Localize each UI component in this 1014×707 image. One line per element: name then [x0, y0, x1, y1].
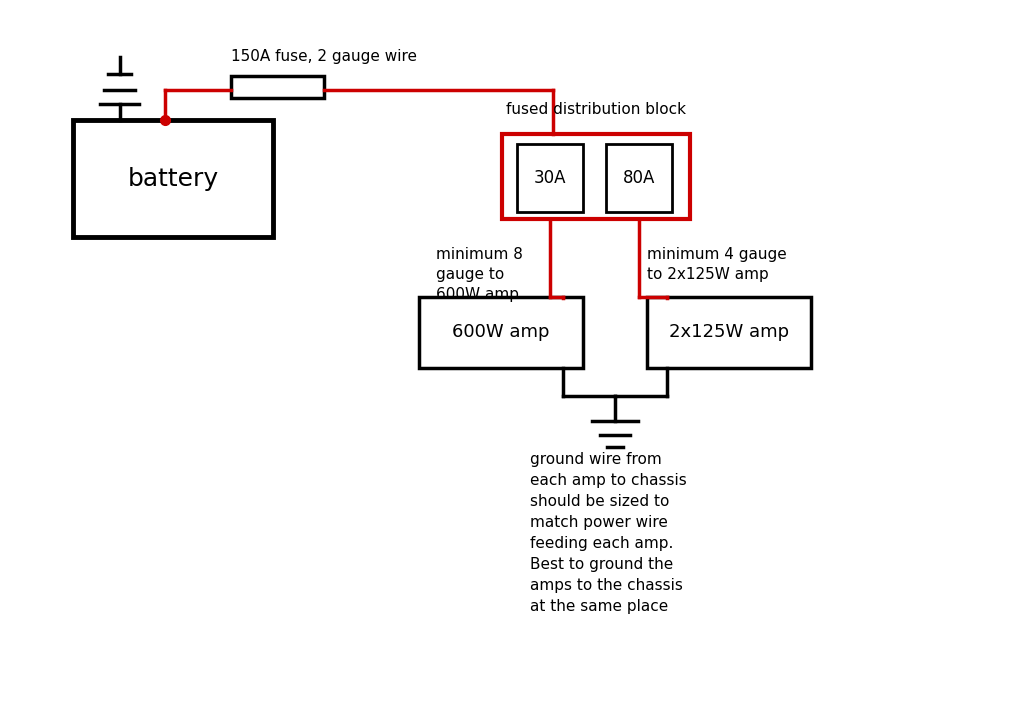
Text: minimum 4 gauge
to 2x125W amp: minimum 4 gauge to 2x125W amp: [647, 247, 787, 282]
Text: 600W amp: 600W amp: [452, 323, 550, 341]
Text: 80A: 80A: [624, 169, 655, 187]
Text: minimum 8
gauge to
600W amp: minimum 8 gauge to 600W amp: [436, 247, 523, 302]
Text: fused distribution block: fused distribution block: [506, 102, 685, 117]
FancyBboxPatch shape: [647, 297, 811, 368]
Text: 150A fuse, 2 gauge wire: 150A fuse, 2 gauge wire: [231, 49, 417, 64]
Text: ground wire from
each amp to chassis
should be sized to
match power wire
feeding: ground wire from each amp to chassis sho…: [530, 452, 687, 614]
Text: 2x125W amp: 2x125W amp: [669, 323, 789, 341]
FancyBboxPatch shape: [419, 297, 583, 368]
Text: battery: battery: [128, 167, 218, 190]
FancyBboxPatch shape: [517, 144, 583, 212]
FancyBboxPatch shape: [502, 134, 690, 219]
Text: 30A: 30A: [533, 169, 567, 187]
FancyBboxPatch shape: [231, 76, 324, 98]
FancyBboxPatch shape: [73, 120, 273, 237]
FancyBboxPatch shape: [606, 144, 672, 212]
